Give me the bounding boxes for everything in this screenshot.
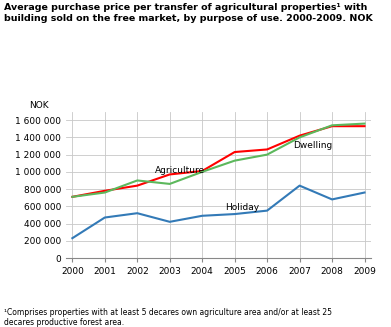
- Text: NOK: NOK: [29, 101, 49, 110]
- Text: Dwelling: Dwelling: [293, 141, 332, 150]
- Text: Holiday: Holiday: [225, 203, 259, 212]
- Text: Average purchase price per transfer of agricultural properties¹ with
building so: Average purchase price per transfer of a…: [4, 3, 373, 23]
- Text: ¹Comprises properties with at least 5 decares own agriculture area and/or at lea: ¹Comprises properties with at least 5 de…: [4, 308, 332, 327]
- Text: Agriculture: Agriculture: [155, 166, 205, 175]
